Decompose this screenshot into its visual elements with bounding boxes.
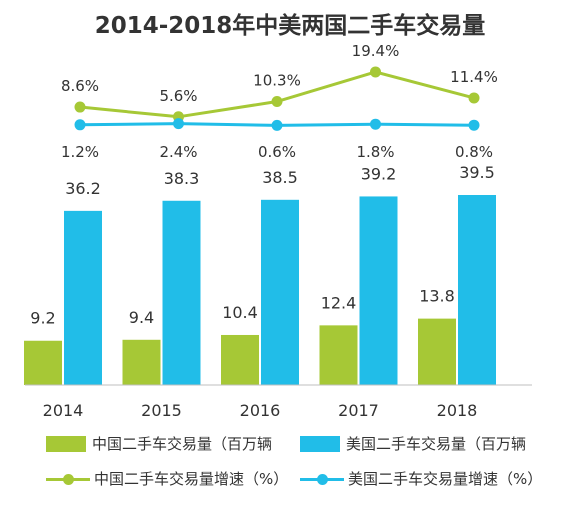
legend-us-bar-label: 美国二手车交易量（百万辆 xyxy=(346,435,527,453)
chart-title: 2014-2018年中美两国二手车交易量 xyxy=(94,13,486,39)
bar-cn-2018 xyxy=(418,318,456,385)
point-us-2015 xyxy=(173,118,184,130)
legend-us-line-label: 美国二手车交易量增速（%） xyxy=(348,470,543,488)
line-cn-label-2016: 10.3% xyxy=(253,72,301,90)
legend-cn-line-swatch xyxy=(46,472,90,486)
legend-us-line: 美国二手车交易量增速（%） xyxy=(300,468,542,489)
line-cn-label-2015: 5.6% xyxy=(159,87,197,105)
bar-us-label-2017: 39.2 xyxy=(361,164,397,183)
point-cn-2017 xyxy=(370,66,381,78)
bar-cn-2015 xyxy=(122,339,161,385)
bar-us-2016 xyxy=(261,199,299,385)
bar-us-2018 xyxy=(458,195,496,385)
line-cn-label-2017: 19.4% xyxy=(352,42,400,60)
legend-us-bar-swatch xyxy=(300,435,340,452)
bar-cn-label-2015: 9.4 xyxy=(129,308,154,327)
bar-us-label-2018: 39.5 xyxy=(459,163,495,182)
bar-cn-2014 xyxy=(24,340,62,385)
point-us-2014 xyxy=(74,119,86,131)
point-us-2017 xyxy=(370,118,381,130)
bar-cn-label-2018: 13.8 xyxy=(419,287,455,306)
bar-us-2017 xyxy=(359,196,398,385)
line-cn-label-2014: 8.6% xyxy=(61,77,99,95)
line-us-label-2015: 2.4% xyxy=(159,143,197,161)
line-us-label-2014: 1.2% xyxy=(61,143,99,161)
point-us-2016 xyxy=(271,119,283,131)
bar-cn-label-2014: 9.2 xyxy=(30,309,55,328)
legend-cn-line: 中国二手车交易量增速（%） xyxy=(46,468,288,489)
legend-cn-bar-label: 中国二手车交易量（百万辆 xyxy=(92,435,273,453)
legend-cn-bar-swatch xyxy=(46,435,86,452)
lines-layer xyxy=(74,66,480,131)
point-cn-2018 xyxy=(468,92,480,104)
bars-layer xyxy=(24,195,496,385)
bar-us-label-2015: 38.3 xyxy=(164,169,200,188)
legend-us-bar: 美国二手车交易量（百万辆 xyxy=(300,433,526,454)
point-cn-2016 xyxy=(271,96,283,108)
bar-cn-label-2017: 12.4 xyxy=(321,293,357,312)
x-tick-label-2018: 2018 xyxy=(437,401,478,420)
bar-us-2014 xyxy=(64,210,102,385)
bar-cn-2017 xyxy=(319,325,358,385)
x-tick-label-2017: 2017 xyxy=(338,401,379,420)
point-cn-2014 xyxy=(74,101,86,113)
x-tick-label-2016: 2016 xyxy=(240,401,281,420)
line-us-label-2016: 0.6% xyxy=(258,143,296,161)
line-us-label-2018: 0.8% xyxy=(455,143,493,161)
x-tick-label-2015: 2015 xyxy=(141,401,182,420)
legend-cn-bar: 中国二手车交易量（百万辆 xyxy=(46,433,272,454)
line-cn-label-2018: 11.4% xyxy=(450,68,498,86)
x-tick-label-2014: 2014 xyxy=(43,401,84,420)
bar-cn-label-2016: 10.4 xyxy=(222,303,258,322)
bar-us-label-2016: 38.5 xyxy=(262,168,298,187)
point-us-2018 xyxy=(468,119,480,131)
bar-us-label-2014: 36.2 xyxy=(65,179,101,198)
bar-cn-2016 xyxy=(221,334,259,385)
legend-us-line-swatch xyxy=(300,472,344,486)
legend-cn-line-label: 中国二手车交易量增速（%） xyxy=(94,470,289,488)
labels-layer: 9.2 36.2 2014 9.4 38.3 2015 10.4 38.5 2016 12.4 39… xyxy=(30,42,498,420)
line-us-label-2017: 1.8% xyxy=(356,143,394,161)
bar-us-2015 xyxy=(162,200,201,385)
